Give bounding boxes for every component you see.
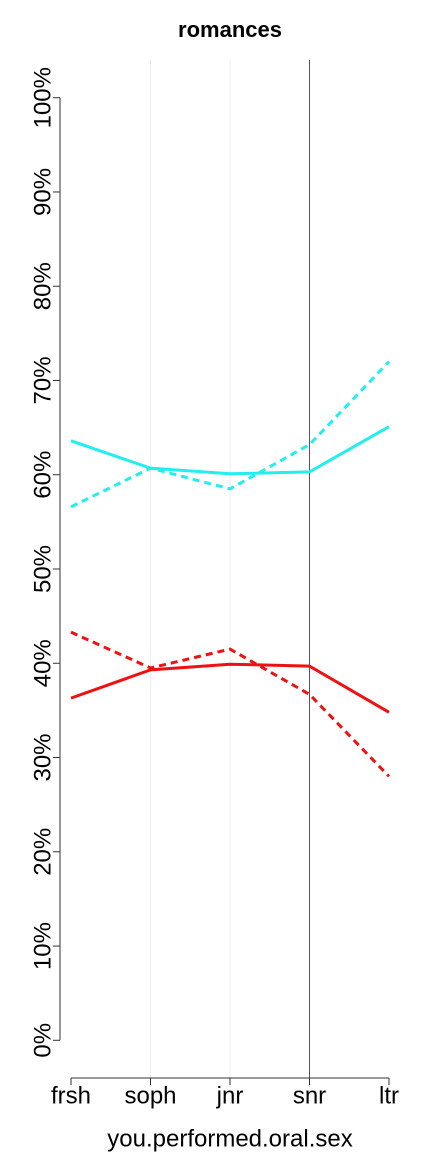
y-tick-label: 30% (29, 733, 56, 781)
series-line (70, 425, 390, 476)
x-tick-label: soph (124, 1082, 176, 1109)
series-line (70, 662, 390, 714)
x-axis-label: you.performed.oral.sex (107, 1125, 352, 1152)
chart-title: romances (178, 17, 282, 42)
x-tick-label: frsh (51, 1082, 91, 1109)
x-tick-label: snr (293, 1082, 326, 1109)
y-tick-label: 10% (29, 922, 56, 970)
x-tick-label: jnr (216, 1082, 244, 1109)
series-line (70, 630, 391, 778)
y-tick-label: 0% (29, 1023, 56, 1058)
y-tick-label: 80% (29, 262, 56, 310)
y-tick-label: 70% (29, 356, 56, 404)
y-tick-label: 60% (29, 451, 56, 499)
y-tick-label: 20% (29, 828, 56, 876)
series-line (70, 360, 391, 509)
x-tick-label: ltr (379, 1082, 399, 1109)
y-tick-label: 100% (29, 67, 56, 128)
y-tick-label: 40% (29, 639, 56, 687)
y-tick-label: 90% (29, 168, 56, 216)
y-tick-label: 50% (29, 545, 56, 593)
